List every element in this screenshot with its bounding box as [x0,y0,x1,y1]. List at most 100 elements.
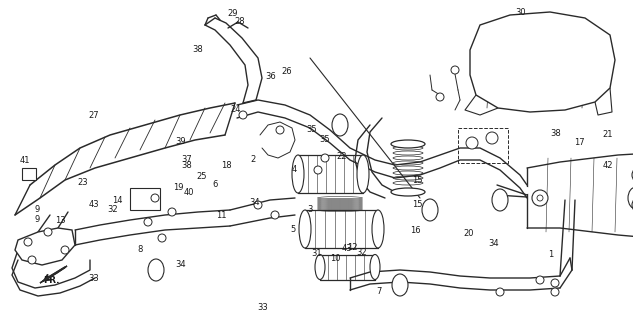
Text: 17: 17 [574,138,584,147]
Text: 15: 15 [412,176,422,185]
Text: 15: 15 [412,200,422,209]
Text: 38: 38 [182,161,192,170]
Ellipse shape [370,254,380,279]
Text: 26: 26 [282,67,292,76]
Text: 19: 19 [173,183,184,192]
Text: 9: 9 [34,205,39,214]
Circle shape [466,137,478,149]
Circle shape [632,197,633,213]
Text: 34: 34 [175,260,185,269]
Text: 35: 35 [320,135,330,144]
Text: 36: 36 [266,72,276,81]
Text: 20: 20 [463,229,473,238]
Text: 38: 38 [192,45,203,54]
Ellipse shape [391,140,425,148]
Text: FR.: FR. [43,276,60,285]
Text: 21: 21 [603,130,613,139]
Circle shape [436,93,444,101]
Circle shape [276,126,284,134]
Circle shape [321,154,329,162]
Text: 9: 9 [34,215,39,224]
Text: 43: 43 [342,244,352,253]
Text: 34: 34 [249,198,260,207]
Circle shape [314,166,322,174]
Text: 34: 34 [489,239,499,248]
Text: 13: 13 [55,216,65,225]
Text: 23: 23 [77,178,87,187]
Circle shape [44,228,52,236]
Text: 31: 31 [311,249,322,258]
Circle shape [537,195,543,201]
Text: 38: 38 [551,129,561,138]
Text: 33: 33 [89,274,99,283]
Circle shape [532,190,548,206]
Circle shape [551,288,559,296]
Polygon shape [470,12,615,112]
Ellipse shape [299,210,311,248]
Text: 42: 42 [603,161,613,170]
Text: 40: 40 [184,188,194,196]
Text: 41: 41 [20,156,30,164]
Text: 33: 33 [258,303,268,312]
Circle shape [239,111,247,119]
Text: 35: 35 [307,125,317,134]
Text: 14: 14 [112,196,122,204]
Text: 18: 18 [222,161,232,170]
Circle shape [271,211,279,219]
Ellipse shape [315,254,325,279]
Text: 3: 3 [308,205,313,214]
Bar [22,168,36,180]
Text: 11: 11 [216,211,227,220]
Circle shape [254,201,262,209]
Ellipse shape [332,114,348,136]
Text: 32: 32 [108,205,118,214]
Text: 16: 16 [411,226,421,235]
Text: 25: 25 [196,172,206,180]
Ellipse shape [292,155,304,193]
Circle shape [536,276,544,284]
Circle shape [24,238,32,246]
Text: 24: 24 [230,105,241,114]
Text: 28: 28 [234,17,244,26]
Ellipse shape [422,199,438,221]
Text: 29: 29 [228,9,238,18]
Ellipse shape [372,210,384,248]
Circle shape [151,194,159,202]
Text: 37: 37 [182,155,192,164]
Ellipse shape [628,187,633,209]
Ellipse shape [392,274,408,296]
Text: 7: 7 [376,287,381,296]
Ellipse shape [391,188,425,196]
Bar [458,128,508,163]
Text: 39: 39 [175,137,185,146]
Circle shape [486,132,498,144]
Circle shape [496,288,504,296]
Circle shape [451,66,459,74]
Polygon shape [15,228,75,265]
Polygon shape [40,266,67,283]
Circle shape [144,218,152,226]
Text: 6: 6 [213,180,218,189]
Circle shape [61,246,69,254]
Text: 10: 10 [330,254,341,263]
Circle shape [632,167,633,183]
Text: 30: 30 [515,8,525,17]
Text: 43: 43 [89,200,99,209]
Text: 2: 2 [251,155,256,164]
Text: 32: 32 [357,248,367,257]
Circle shape [551,279,559,287]
Ellipse shape [492,189,508,211]
Circle shape [168,208,176,216]
Text: 22: 22 [337,152,347,161]
Bar [130,188,160,210]
Ellipse shape [148,259,164,281]
Text: 27: 27 [89,111,99,120]
Circle shape [158,234,166,242]
Circle shape [28,256,36,264]
Text: 5: 5 [291,225,296,234]
Text: 12: 12 [348,243,358,252]
Text: 1: 1 [548,250,553,259]
Text: 4: 4 [292,165,297,174]
Text: 8: 8 [138,245,143,254]
Ellipse shape [357,155,369,193]
